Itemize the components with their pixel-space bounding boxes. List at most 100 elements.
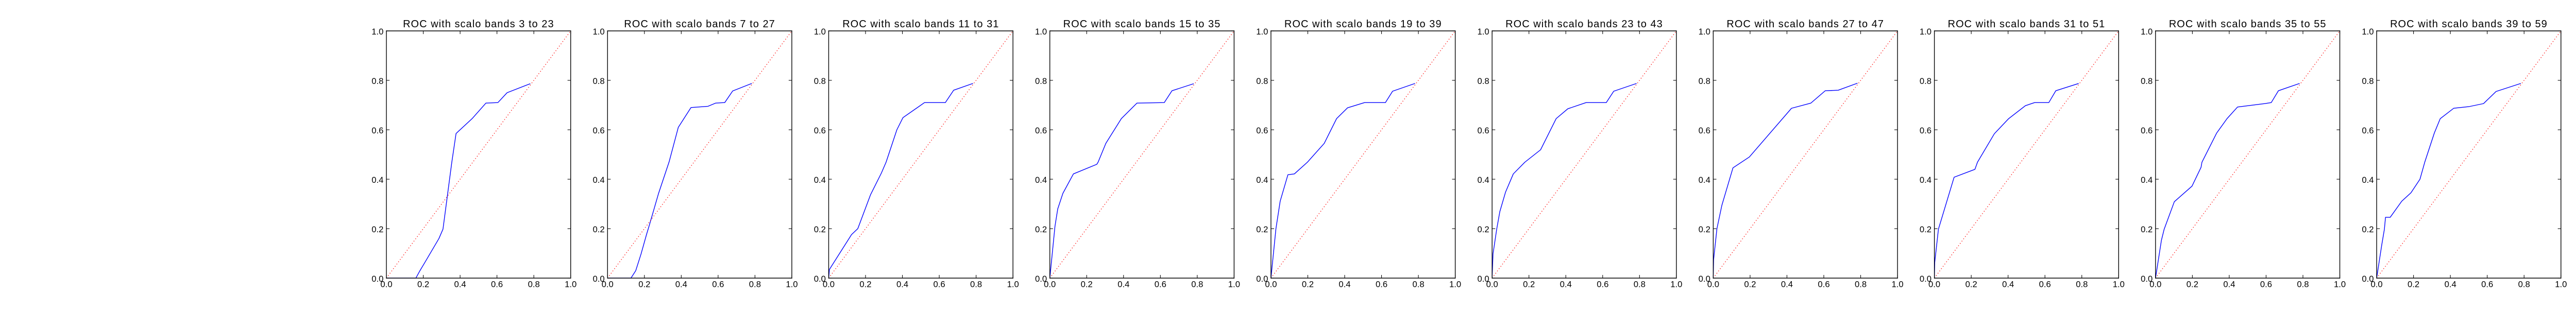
svg-text:0.2: 0.2 — [1035, 225, 1047, 234]
svg-text:0.4: 0.4 — [1035, 175, 1047, 185]
svg-text:0.0: 0.0 — [2362, 274, 2374, 284]
svg-text:0.4: 0.4 — [814, 175, 826, 185]
svg-text:0.8: 0.8 — [1035, 76, 1047, 86]
svg-text:0.0: 0.0 — [1486, 280, 1498, 289]
svg-text:1.0: 1.0 — [1920, 27, 1931, 37]
svg-text:1.0: 1.0 — [1891, 280, 1903, 289]
svg-text:0.6: 0.6 — [1699, 126, 1710, 135]
svg-text:0.4: 0.4 — [2002, 280, 2014, 289]
svg-text:ROC with scalo bands 3 to 23: ROC with scalo bands 3 to 23 — [403, 19, 554, 30]
svg-text:0.8: 0.8 — [593, 76, 605, 86]
svg-text:1.0: 1.0 — [2555, 280, 2567, 289]
svg-text:1.0: 1.0 — [593, 27, 605, 37]
svg-text:1.0: 1.0 — [2334, 280, 2346, 289]
svg-text:0.0: 0.0 — [371, 274, 383, 284]
svg-text:0.0: 0.0 — [1265, 280, 1277, 289]
svg-text:0.2: 0.2 — [2362, 225, 2374, 234]
svg-text:0.0: 0.0 — [593, 274, 605, 284]
svg-text:0.6: 0.6 — [2039, 280, 2051, 289]
svg-text:0.6: 0.6 — [1035, 126, 1047, 135]
svg-text:0.6: 0.6 — [1155, 280, 1166, 289]
svg-text:0.6: 0.6 — [2481, 280, 2493, 289]
svg-text:ROC with scalo bands 27 to 47: ROC with scalo bands 27 to 47 — [1726, 19, 1884, 30]
svg-text:0.4: 0.4 — [1117, 280, 1129, 289]
svg-text:ROC with scalo bands 19 to 39: ROC with scalo bands 19 to 39 — [1284, 19, 1442, 30]
svg-text:0.6: 0.6 — [1376, 280, 1387, 289]
svg-text:ROC with scalo bands 7 to 27: ROC with scalo bands 7 to 27 — [624, 19, 775, 30]
svg-text:0.8: 0.8 — [371, 76, 383, 86]
svg-text:0.0: 0.0 — [2141, 274, 2153, 284]
svg-text:0.0: 0.0 — [1044, 280, 1056, 289]
svg-text:1.0: 1.0 — [1670, 280, 1682, 289]
svg-text:0.6: 0.6 — [2141, 126, 2153, 135]
svg-text:1.0: 1.0 — [786, 280, 798, 289]
svg-text:0.8: 0.8 — [1855, 280, 1867, 289]
svg-text:0.8: 0.8 — [1699, 76, 1710, 86]
svg-text:0.6: 0.6 — [933, 280, 945, 289]
svg-text:1.0: 1.0 — [565, 280, 577, 289]
svg-text:0.8: 0.8 — [814, 76, 826, 86]
svg-text:1.0: 1.0 — [1449, 280, 1461, 289]
svg-text:0.4: 0.4 — [675, 280, 687, 289]
svg-text:1.0: 1.0 — [2113, 280, 2125, 289]
svg-text:0.0: 0.0 — [1477, 274, 1489, 284]
svg-text:0.4: 0.4 — [2223, 280, 2235, 289]
svg-text:0.4: 0.4 — [2141, 175, 2153, 185]
svg-text:0.2: 0.2 — [1477, 225, 1489, 234]
svg-text:0.2: 0.2 — [2187, 280, 2198, 289]
svg-text:0.6: 0.6 — [712, 280, 724, 289]
svg-text:0.4: 0.4 — [454, 280, 466, 289]
svg-text:0.2: 0.2 — [417, 280, 429, 289]
svg-text:0.0: 0.0 — [380, 280, 392, 289]
svg-text:0.0: 0.0 — [2370, 280, 2382, 289]
svg-text:1.0: 1.0 — [1477, 27, 1489, 37]
svg-text:0.4: 0.4 — [2362, 175, 2374, 185]
svg-text:1.0: 1.0 — [1228, 280, 1240, 289]
svg-text:0.0: 0.0 — [823, 280, 835, 289]
svg-text:0.2: 0.2 — [1920, 225, 1931, 234]
svg-text:ROC with scalo bands 11 to 31: ROC with scalo bands 11 to 31 — [842, 19, 999, 30]
svg-text:0.0: 0.0 — [1928, 280, 1940, 289]
svg-text:ROC with scalo bands 31 to 51: ROC with scalo bands 31 to 51 — [1948, 19, 2106, 30]
svg-text:1.0: 1.0 — [1035, 27, 1047, 37]
svg-text:0.6: 0.6 — [1920, 126, 1931, 135]
svg-text:0.2: 0.2 — [814, 225, 826, 234]
svg-text:0.8: 0.8 — [1477, 76, 1489, 86]
svg-text:1.0: 1.0 — [814, 27, 826, 37]
svg-text:0.4: 0.4 — [1477, 175, 1489, 185]
svg-text:0.4: 0.4 — [1338, 280, 1350, 289]
svg-text:0.6: 0.6 — [1256, 126, 1268, 135]
svg-text:0.4: 0.4 — [896, 280, 908, 289]
svg-text:ROC with scalo bands 39 to 59: ROC with scalo bands 39 to 59 — [2390, 19, 2548, 30]
svg-text:0.8: 0.8 — [970, 280, 982, 289]
svg-text:0.8: 0.8 — [2141, 76, 2153, 86]
svg-text:0.8: 0.8 — [2076, 280, 2088, 289]
svg-text:0.8: 0.8 — [1412, 280, 1424, 289]
svg-text:1.0: 1.0 — [371, 27, 383, 37]
svg-text:0.2: 0.2 — [371, 225, 383, 234]
svg-text:0.2: 0.2 — [593, 225, 605, 234]
svg-text:0.2: 0.2 — [1744, 280, 1756, 289]
svg-text:0.2: 0.2 — [2408, 280, 2419, 289]
svg-text:0.8: 0.8 — [2297, 280, 2309, 289]
svg-text:0.2: 0.2 — [638, 280, 650, 289]
svg-text:0.0: 0.0 — [1699, 274, 1710, 284]
svg-text:0.0: 0.0 — [2149, 280, 2161, 289]
svg-text:0.2: 0.2 — [1523, 280, 1535, 289]
svg-text:0.8: 0.8 — [749, 280, 761, 289]
svg-text:0.6: 0.6 — [2362, 126, 2374, 135]
svg-text:0.2: 0.2 — [1965, 280, 1977, 289]
svg-text:0.8: 0.8 — [1256, 76, 1268, 86]
svg-text:0.0: 0.0 — [1707, 280, 1719, 289]
svg-text:ROC with scalo bands 15 to 35: ROC with scalo bands 15 to 35 — [1063, 19, 1221, 30]
svg-text:0.4: 0.4 — [1699, 175, 1710, 185]
svg-text:ROC with scalo bands 23 to 43: ROC with scalo bands 23 to 43 — [1505, 19, 1663, 30]
svg-text:0.4: 0.4 — [371, 175, 383, 185]
svg-text:0.0: 0.0 — [1035, 274, 1047, 284]
svg-text:0.4: 0.4 — [1256, 175, 1268, 185]
svg-text:0.8: 0.8 — [528, 280, 540, 289]
svg-text:0.4: 0.4 — [1781, 280, 1793, 289]
svg-text:0.8: 0.8 — [1191, 280, 1203, 289]
svg-text:1.0: 1.0 — [1256, 27, 1268, 37]
svg-text:0.0: 0.0 — [1920, 274, 1931, 284]
